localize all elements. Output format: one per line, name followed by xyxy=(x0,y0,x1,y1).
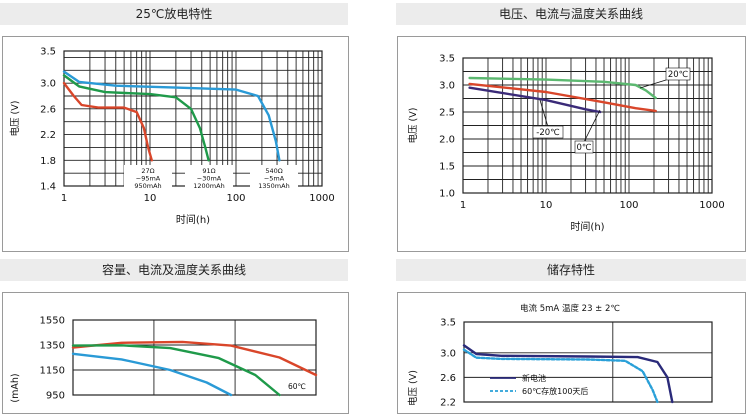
annotation-bg-0-1 xyxy=(185,165,233,193)
y-axis-label-2: (mAh) xyxy=(10,373,21,402)
series-label-box-1-1 xyxy=(574,140,594,154)
series-leader-1-1 xyxy=(583,109,601,143)
annotation-bg-0-0 xyxy=(124,165,172,193)
y-tick-label-0-1: 3.0 xyxy=(40,79,56,90)
series-line-1-0 xyxy=(468,76,657,100)
series-line-1-2 xyxy=(468,86,602,114)
y-tick-label-0-3: 2.2 xyxy=(40,130,56,141)
series-label-1-0: 20℃ xyxy=(668,70,689,80)
x-tick-label-0-3: 1000 xyxy=(309,193,334,204)
y-tick-label-0-4: 1.8 xyxy=(40,156,56,167)
x-axis-label-1: 时间(h) xyxy=(570,220,604,233)
y-tick-label-2-0: 1550 xyxy=(40,316,65,327)
y-tick-label-2-3: 950 xyxy=(46,391,65,402)
series-line-2-0 xyxy=(71,340,318,377)
annotation-bg-0-2 xyxy=(250,165,298,193)
series-line-2-2 xyxy=(71,352,233,397)
y-tick-label-3-2: 2.6 xyxy=(440,373,456,384)
annotation-0-1-2: 1200mAh xyxy=(193,182,224,190)
x-tick-label-0-1: 10 xyxy=(144,193,157,204)
y-tick-label-1-4: 1.5 xyxy=(439,162,455,173)
annotation-0-2-1: ~5mA xyxy=(264,175,285,183)
annotation-0-1-1: ~30mA xyxy=(197,175,222,183)
series-label-2-0: 60℃ xyxy=(288,382,306,391)
series-leader-1-2 xyxy=(539,99,549,128)
x-tick-label-1-2: 100 xyxy=(619,200,638,211)
annotation-0-0-0: 27Ω xyxy=(141,167,154,175)
y-tick-label-3-3: 2.2 xyxy=(440,398,456,409)
y-tick-label-1-3: 2.0 xyxy=(439,135,455,146)
series-line-3-0 xyxy=(462,344,674,404)
series-label-box-1-2 xyxy=(532,125,564,139)
y-tick-label-3-1: 3.0 xyxy=(440,348,456,359)
panel-title-capacity-temp: 容量、电流及温度关系曲线 xyxy=(0,259,348,281)
legend-label-3-0: 新电池 xyxy=(522,373,546,383)
plot-area-0 xyxy=(63,50,323,187)
x-tick-label-0-0: 1 xyxy=(61,193,67,204)
x-tick-label-1-0: 1 xyxy=(460,200,466,211)
series-line-1-1 xyxy=(468,82,657,113)
y-axis-label-0: 电压 (V) xyxy=(9,101,21,137)
chart-subtitle-3: 电流 5mA 温度 23 ± 2℃ xyxy=(520,303,620,314)
y-tick-label-0-5: 1.4 xyxy=(40,182,56,193)
x-axis-label-0: 时间(h) xyxy=(176,213,210,226)
y-tick-label-1-5: 1.0 xyxy=(439,189,455,200)
annotation-0-0-2: 950mAh xyxy=(134,182,161,190)
charts-canvas: 3.5 3.0 2.6 2.2 1.8 1.4 1 10 100 1000 时间(h) 电压 (V) 2… xyxy=(9,47,725,409)
y-tick-label-2-2: 1150 xyxy=(40,366,65,377)
y-tick-label-1-0: 3.5 xyxy=(439,54,455,65)
y-tick-label-0-0: 3.5 xyxy=(40,47,56,58)
y-axis-label-1: 电压 (V) xyxy=(407,108,419,144)
x-tick-label-1-3: 1000 xyxy=(699,200,724,211)
series-line-3-1 xyxy=(462,348,659,404)
x-tick-label-1-1: 10 xyxy=(540,200,553,211)
legend-label-3-1: 60℃存放100天后 xyxy=(522,386,588,396)
y-axis-label-3: 电压 (V) xyxy=(407,370,419,406)
series-line-2-1 xyxy=(71,344,281,397)
annotation-0-2-2: 1350mAh xyxy=(258,182,289,190)
x-tick-label-0-2: 100 xyxy=(226,193,245,204)
y-tick-label-0-2: 2.6 xyxy=(40,104,56,115)
annotation-0-0-1: ~95mA xyxy=(136,175,161,183)
series-label-box-1-0 xyxy=(665,67,691,81)
series-label-1-2: -20℃ xyxy=(536,128,560,138)
y-tick-label-3-0: 3.5 xyxy=(440,318,456,329)
series-line-0-0 xyxy=(62,81,153,162)
y-tick-label-1-2: 2.5 xyxy=(439,108,455,119)
panel-title-discharge: 25℃放电特性 xyxy=(0,3,348,25)
annotation-0-1-0: 91Ω xyxy=(202,167,215,175)
series-leader-1-0 xyxy=(639,79,667,89)
panel-title-voltage-temp: 电压、电流与温度关系曲线 xyxy=(396,3,746,25)
panel-title-storage: 储存特性 xyxy=(396,259,746,281)
series-line-0-1 xyxy=(62,74,210,162)
series-label-1-1: 0℃ xyxy=(577,143,592,153)
y-tick-label-2-1: 1350 xyxy=(40,341,65,352)
annotation-0-2-0: 540Ω xyxy=(265,167,282,175)
y-tick-label-1-1: 3.0 xyxy=(439,81,455,92)
series-line-0-2 xyxy=(62,70,281,162)
